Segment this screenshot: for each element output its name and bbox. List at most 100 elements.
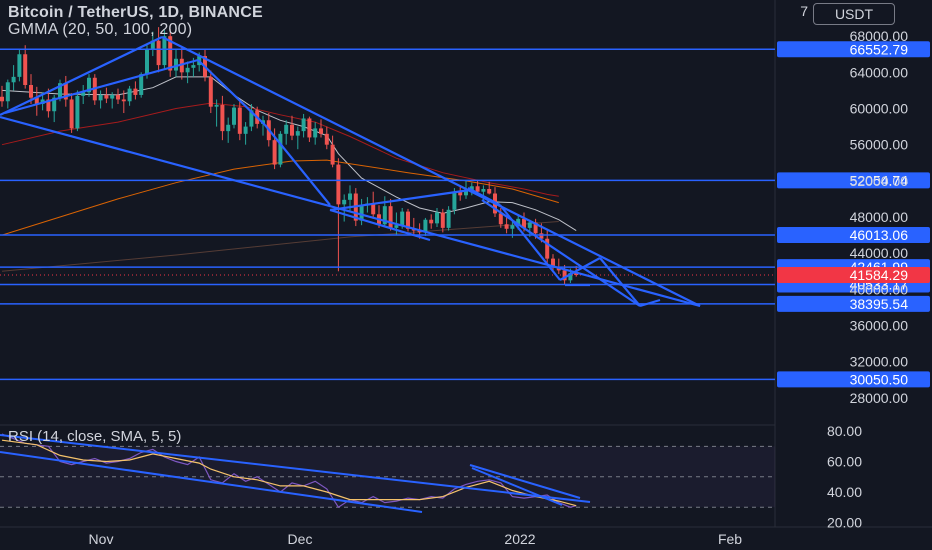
candle-body bbox=[98, 94, 103, 101]
candle-body bbox=[568, 273, 573, 281]
candle-body bbox=[510, 225, 515, 229]
trendlines[interactable] bbox=[0, 36, 701, 308]
candle-body bbox=[191, 65, 196, 68]
price-tick-label: 64000.00 bbox=[850, 64, 909, 80]
candle-body bbox=[52, 97, 57, 112]
gmma-line-4 bbox=[1, 221, 559, 272]
candle-body bbox=[284, 124, 289, 134]
candle-body bbox=[475, 186, 480, 192]
candle-body bbox=[249, 110, 254, 127]
trendline bbox=[599, 257, 641, 307]
rsi-tick-label: 40.00 bbox=[827, 484, 862, 500]
candle-body bbox=[522, 218, 526, 228]
currency-button[interactable]: USDT bbox=[813, 3, 895, 25]
level-label: 38395.54 bbox=[850, 296, 909, 312]
candle-body bbox=[11, 76, 16, 83]
rsi-line-2 bbox=[1, 439, 577, 507]
candle-body bbox=[574, 273, 579, 276]
candle-body bbox=[81, 92, 86, 96]
gmma-legend[interactable]: GMMA (20, 50, 100, 200) bbox=[8, 21, 193, 38]
trendline bbox=[161, 36, 701, 307]
time-tick-label: 2022 bbox=[504, 531, 535, 547]
gmma-line-3 bbox=[1, 159, 559, 236]
price-tick-label: 56000.00 bbox=[850, 137, 909, 153]
current-price-label-bg bbox=[777, 267, 930, 284]
candle-body bbox=[504, 224, 509, 229]
candle-body bbox=[127, 88, 132, 102]
candle-body bbox=[87, 77, 91, 93]
candle-body bbox=[423, 219, 428, 233]
candle-body bbox=[69, 99, 74, 129]
grid-lines bbox=[0, 0, 932, 528]
candle-body bbox=[139, 74, 144, 95]
price-tick-label: 36000.00 bbox=[850, 318, 909, 334]
rsi-trendline bbox=[0, 451, 423, 513]
candle-body bbox=[214, 104, 219, 107]
rsi-tick-label: 60.00 bbox=[827, 454, 862, 470]
trendline bbox=[4, 58, 199, 115]
candle-body bbox=[487, 188, 492, 194]
candle-body bbox=[133, 88, 138, 95]
rsi-tick-label: 20.00 bbox=[827, 514, 862, 530]
candle-body bbox=[34, 97, 39, 104]
candle-body bbox=[307, 118, 312, 138]
candle-body bbox=[342, 199, 347, 205]
candle-body bbox=[243, 126, 248, 134]
level-label-bg bbox=[777, 371, 930, 388]
candle-body bbox=[5, 82, 10, 102]
candles[interactable] bbox=[0, 27, 579, 285]
price-tick-label: 28000.00 bbox=[850, 390, 909, 406]
candle-body bbox=[295, 131, 300, 136]
time-tick-label: Dec bbox=[288, 531, 313, 547]
level-label-bg bbox=[777, 295, 930, 312]
trendline bbox=[0, 36, 163, 116]
chart-title: Bitcoin / TetherUS, 1D, BINANCE bbox=[8, 4, 263, 21]
level-label: 46013.06 bbox=[850, 227, 909, 243]
price-axis: 28000.00 32000.00 36000.00 40000.00 44000.00… bbox=[800, 3, 908, 530]
level-label: 66552.79 bbox=[850, 41, 909, 57]
time-tick-label: Feb bbox=[718, 531, 742, 547]
candle-body bbox=[464, 189, 468, 196]
trendline bbox=[467, 187, 501, 206]
candle-body bbox=[145, 49, 149, 75]
candle-body bbox=[290, 124, 294, 136]
price-tick-label: 32000.00 bbox=[850, 354, 909, 370]
candle-body bbox=[435, 212, 439, 224]
candle-body bbox=[336, 164, 341, 205]
rsi-legend[interactable]: RSI (14, close, SMA, 5, 5) bbox=[8, 428, 182, 445]
candle-body bbox=[371, 203, 376, 215]
candle-body bbox=[0, 96, 4, 102]
price-tick-label: 48000.00 bbox=[850, 209, 909, 225]
horizontal-levels[interactable]: 66552.7952054.7446013.0642461.9940533.17… bbox=[0, 41, 930, 388]
time-tick-label: Nov bbox=[89, 531, 114, 547]
candle-body bbox=[232, 107, 236, 125]
candle-body bbox=[278, 133, 283, 165]
candle-body bbox=[156, 40, 161, 66]
price-tick-label: 60000.00 bbox=[850, 101, 909, 117]
gmma-lines bbox=[1, 76, 577, 272]
price-tick-label: 52000.00 bbox=[850, 173, 909, 189]
candle-body bbox=[162, 36, 167, 66]
rsi-panel bbox=[0, 433, 775, 513]
candle-body bbox=[301, 118, 306, 132]
level-label-bg bbox=[777, 226, 930, 243]
candle-body bbox=[440, 212, 445, 228]
candle-body bbox=[545, 238, 550, 259]
trendline bbox=[264, 124, 331, 206]
price-tick-label: 40000.00 bbox=[850, 281, 909, 297]
candle-body bbox=[324, 133, 329, 145]
candle-body bbox=[429, 219, 434, 224]
candle-body bbox=[394, 225, 399, 228]
trendline bbox=[197, 59, 266, 126]
candle-body bbox=[29, 85, 33, 98]
candle-body bbox=[58, 83, 62, 98]
candle-body bbox=[498, 213, 503, 225]
current-price-label: 41584.29 bbox=[850, 267, 909, 283]
candle-body bbox=[539, 233, 544, 239]
candle-body bbox=[469, 186, 474, 190]
candle-body bbox=[452, 191, 457, 210]
candle-body bbox=[313, 128, 318, 138]
candle-body bbox=[533, 222, 538, 234]
price-tick-label-partial: 7 bbox=[800, 3, 808, 19]
